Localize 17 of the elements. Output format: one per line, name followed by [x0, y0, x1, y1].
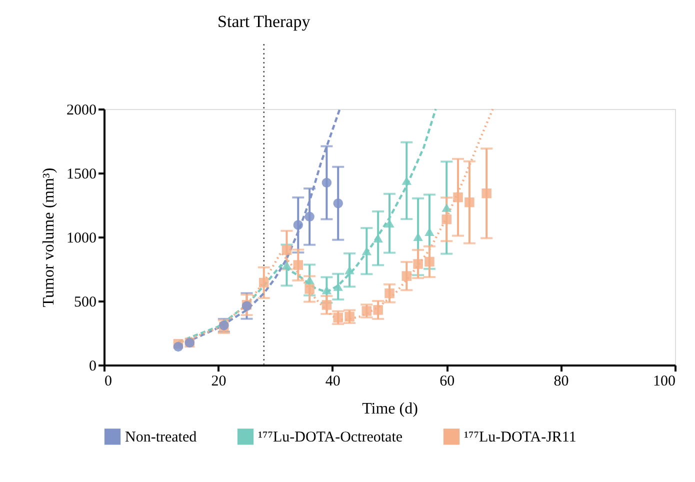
x-tick-label: 60	[440, 374, 455, 390]
x-tick-label: 40	[325, 374, 340, 390]
y-tick-label: 0	[89, 358, 96, 374]
x-tick-label: 0	[104, 374, 112, 390]
y-tick-label: 1500	[66, 166, 96, 182]
x-tick-label: 100	[653, 374, 676, 390]
legend-label: Non-treated	[125, 430, 198, 446]
x-tick-label: 20	[211, 374, 226, 390]
x-axis-title: Time (d)	[362, 400, 418, 418]
y-tick-label: 500	[74, 294, 96, 310]
legend-label: ¹⁷⁷Lu-DOTA-JR11	[464, 430, 576, 446]
y-axis-title: Tumor volume (mm³)	[40, 168, 58, 308]
x-tick-label: 80	[554, 374, 569, 390]
legend-label: ¹⁷⁷Lu-DOTA-Octreotate	[258, 430, 403, 446]
y-tick-label: 2000	[66, 102, 96, 118]
y-tick-label: 1000	[66, 230, 96, 246]
ref-line-label: Start Therapy	[218, 12, 311, 31]
